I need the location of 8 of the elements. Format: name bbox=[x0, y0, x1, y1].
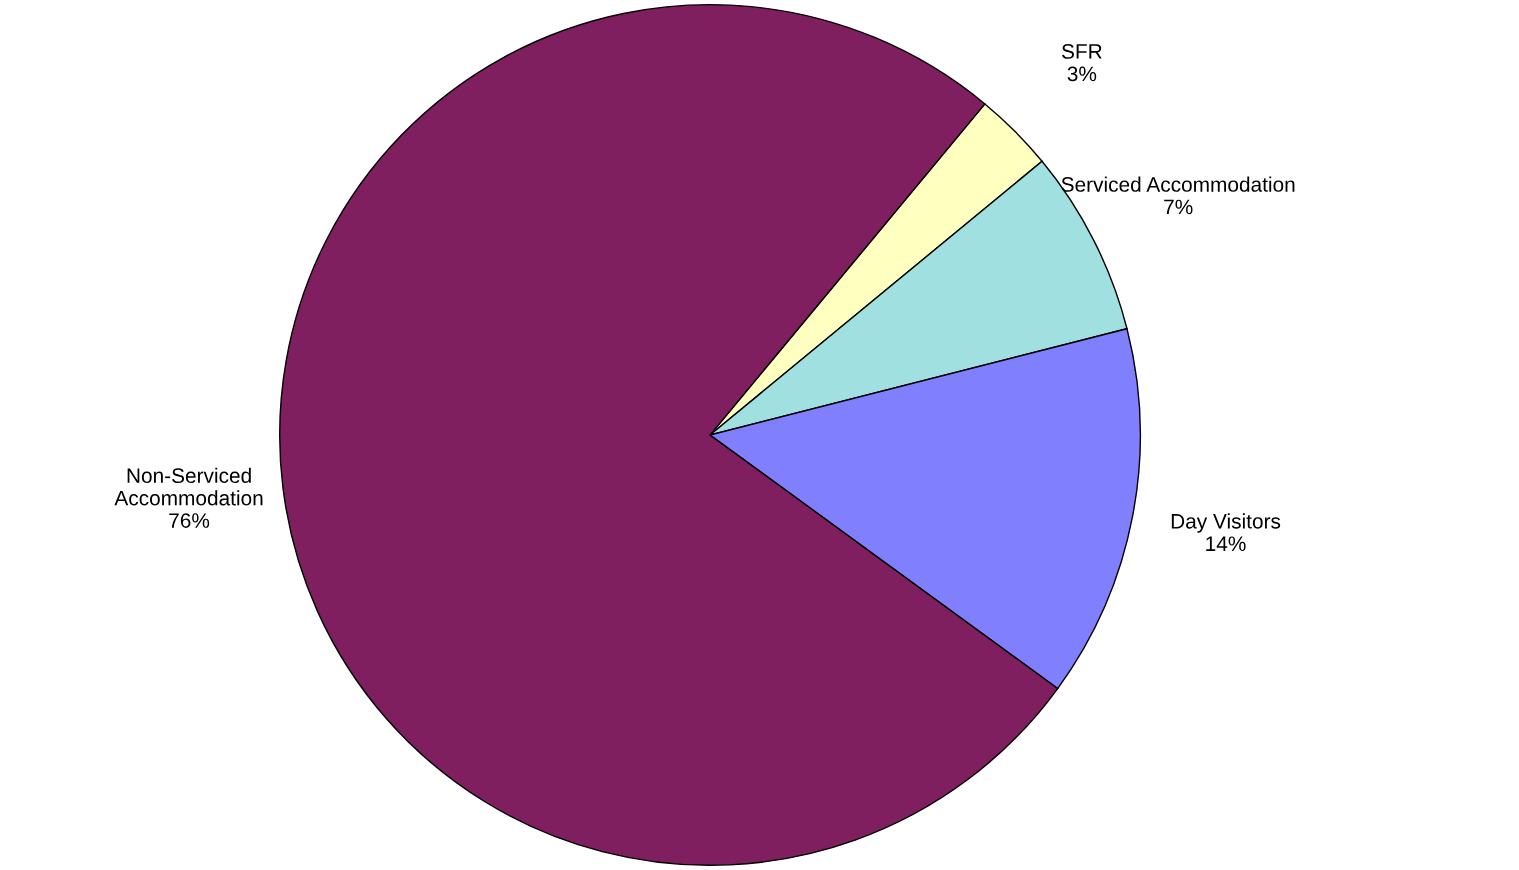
slice-label: Non-Serviced Accommodation bbox=[114, 467, 263, 506]
slice-label: SFR bbox=[1061, 44, 1102, 59]
data-label: 7% bbox=[1164, 199, 1193, 215]
data-label: 76% bbox=[169, 513, 210, 528]
slice-label: Day Visitors bbox=[1171, 513, 1281, 533]
data-label: 14% bbox=[1206, 536, 1246, 551]
slice-label: Serviced Accommodation bbox=[1061, 176, 1295, 192]
data-label: 3% bbox=[1067, 66, 1097, 82]
